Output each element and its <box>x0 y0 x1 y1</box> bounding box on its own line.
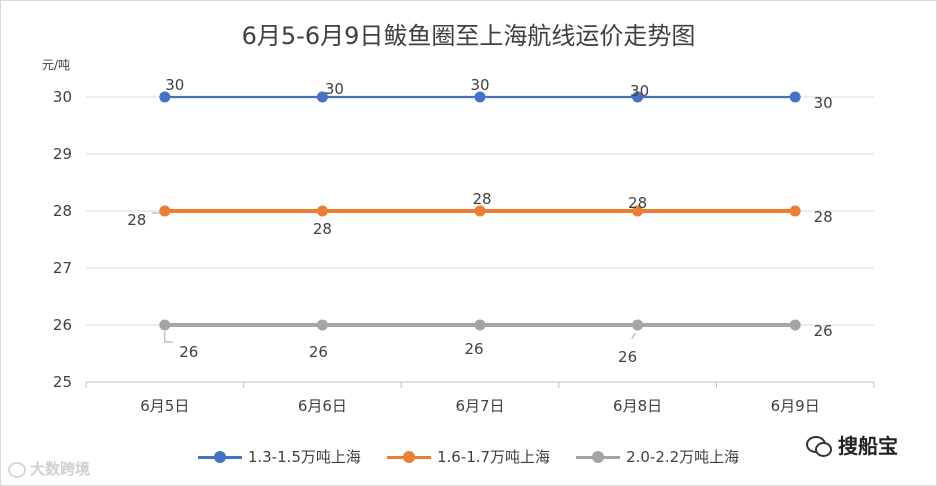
data-point <box>632 319 644 331</box>
x-tick-label: 6月6日 <box>298 397 347 415</box>
legend: 1.3-1.5万吨上海 1.6-1.7万吨上海 2.0-2.2万吨上海 <box>0 446 937 467</box>
data-label: 28 <box>472 190 491 208</box>
data-label: 28 <box>127 211 146 229</box>
legend-swatch <box>386 450 431 464</box>
watermark-right-text: 搜船宝 <box>838 434 898 458</box>
data-point <box>316 319 328 331</box>
data-point <box>316 91 328 103</box>
data-label: 26 <box>309 343 328 361</box>
y-tick-label-29: 29 <box>53 145 72 163</box>
wechat-icon <box>806 434 832 457</box>
chart-title: 6月5-6月9日鲅鱼圈至上海航线运价走势图 <box>241 22 696 50</box>
data-point <box>159 319 171 331</box>
y-tick-label-28: 28 <box>53 202 72 220</box>
watermark-right: 搜船宝 <box>806 430 898 459</box>
y-axis-unit-label: 元/吨 <box>42 58 71 72</box>
data-label: 28 <box>628 194 647 212</box>
data-point <box>789 205 801 217</box>
legend-label: 1.3-1.5万吨上海 <box>247 448 361 466</box>
data-point <box>159 91 171 103</box>
y-tick-label-30: 30 <box>53 88 72 106</box>
x-tick-label: 6月9日 <box>771 397 820 415</box>
label-leader-line <box>164 331 173 343</box>
data-labels: 30 30 30 30 30 28 28 28 28 28 26 26 26 26 26 <box>127 76 832 366</box>
data-point <box>474 319 486 331</box>
x-tick-label: 6月5日 <box>140 397 189 415</box>
label-leader-line <box>631 332 637 340</box>
data-label: 28 <box>814 208 833 226</box>
data-point <box>159 205 171 217</box>
data-label: 30 <box>165 76 184 94</box>
data-point <box>316 205 328 217</box>
legend-label: 1.6-1.7万吨上海 <box>436 448 551 466</box>
y-tick-label-25: 25 <box>53 373 72 391</box>
data-point <box>474 205 486 217</box>
data-label: 26 <box>814 322 833 340</box>
data-label: 28 <box>313 220 332 238</box>
y-tick-label-27: 27 <box>53 259 72 277</box>
series-lines <box>159 91 801 331</box>
data-label: 26 <box>464 340 483 358</box>
data-point <box>789 91 801 103</box>
weibo-icon <box>8 461 26 478</box>
watermark-left-text: 大数跨境 <box>30 460 91 478</box>
data-point <box>632 91 644 103</box>
data-label: 30 <box>325 80 344 98</box>
data-point <box>474 91 486 103</box>
y-tick-label-26: 26 <box>53 316 72 334</box>
data-label: 26 <box>618 348 637 366</box>
legend-swatch <box>197 450 242 464</box>
data-point <box>632 205 644 217</box>
legend-swatch <box>576 450 621 464</box>
legend-label: 2.0-2.2万吨上海 <box>626 448 740 466</box>
data-label: 30 <box>470 76 489 94</box>
legend-item-1: 1.3-1.5万吨上海 <box>197 446 361 467</box>
x-axis: 6月5日 6月6日 6月7日 6月8日 6月9日 <box>85 381 875 415</box>
data-point <box>789 319 801 331</box>
y-tick-labels: 25 26 27 28 29 30 <box>53 88 72 391</box>
data-label: 30 <box>630 82 649 100</box>
legend-item-3: 2.0-2.2万吨上海 <box>576 446 739 467</box>
data-label: 26 <box>179 343 198 361</box>
legend-item-2: 1.6-1.7万吨上海 <box>386 446 551 467</box>
watermark-left: 大数跨境 <box>8 458 90 479</box>
data-label: 30 <box>814 94 833 112</box>
x-tick-label: 6月7日 <box>455 397 504 415</box>
x-tick-label: 6月8日 <box>613 397 662 415</box>
